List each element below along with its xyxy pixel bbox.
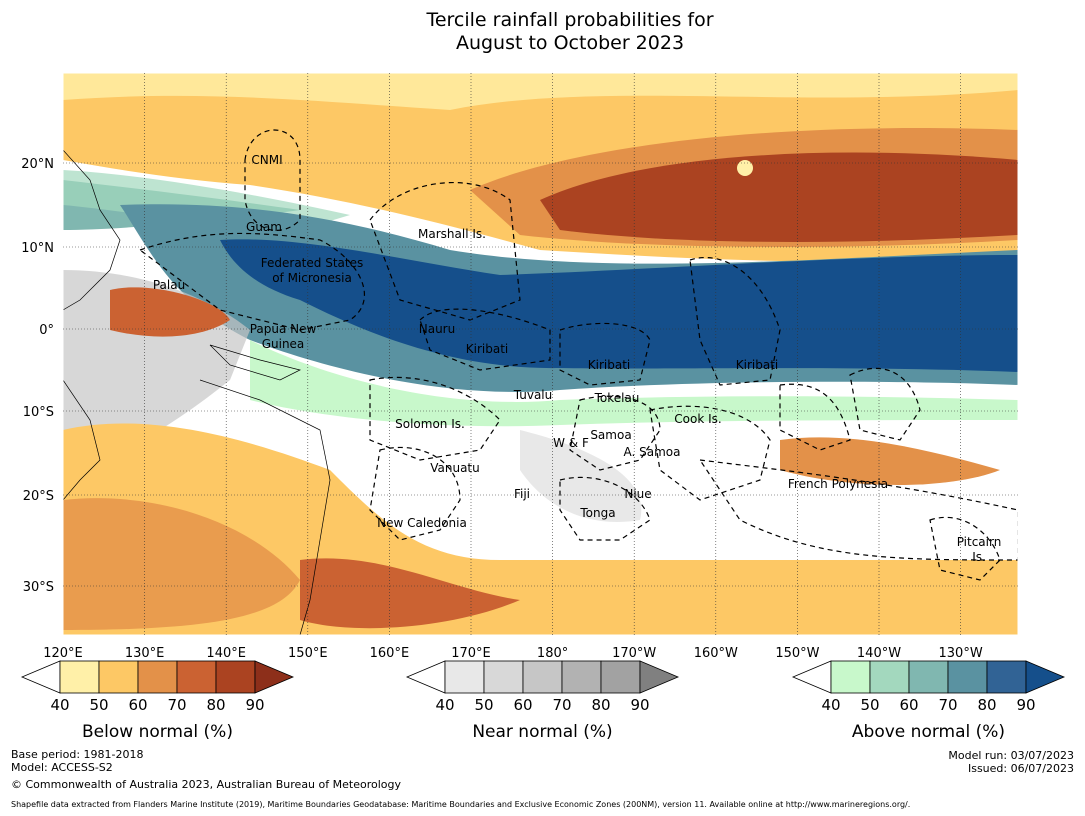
lat-label: 20°N xyxy=(21,157,54,172)
colorbar-segment xyxy=(137,660,178,694)
colorbar-label: Above normal (%) xyxy=(852,722,1005,742)
colorbar-tick-label: 50 xyxy=(474,696,493,714)
region-label: Kiribati xyxy=(736,358,778,372)
colorbar-low-end xyxy=(20,660,61,694)
lat-label: 10°N xyxy=(21,241,54,256)
colorbar-tick-label: 90 xyxy=(1016,696,1035,714)
lon-label: 180° xyxy=(537,646,568,661)
colorbar-high-end xyxy=(639,660,680,694)
lon-label: 120°E xyxy=(43,646,83,661)
colorbar-segment xyxy=(483,660,524,694)
colorbar-tick-label: 60 xyxy=(899,696,918,714)
colorbar-segment xyxy=(830,660,871,694)
footer-text: Model run: 03/07/2023 xyxy=(948,749,1074,762)
lon-label: 140°W xyxy=(857,646,901,661)
region-label: Niue xyxy=(624,487,651,501)
map: 20°N 10°N 0° 10°S 20°S 30°S 120°E 130°E 140°E 150… xyxy=(21,72,1019,661)
region-label: Tokelau xyxy=(594,391,640,405)
colorbar-segment xyxy=(869,660,910,694)
lon-label: 140°E xyxy=(206,646,246,661)
region-label: Pitcairn xyxy=(957,535,1002,549)
colorbar-high-end xyxy=(1025,660,1066,694)
region-label: Nauru xyxy=(419,322,455,336)
region-label: Guinea xyxy=(262,337,305,351)
colorbar-segment xyxy=(947,660,988,694)
lon-label: 150°W xyxy=(775,646,819,661)
lon-label: 170°W xyxy=(612,646,656,661)
footer-text: © Commonwealth of Australia 2023, Austra… xyxy=(11,778,401,791)
region-label: Fiji xyxy=(514,487,530,501)
lon-label: 130°W xyxy=(939,646,983,661)
colorbar-segment xyxy=(561,660,602,694)
region-label: Federated States xyxy=(261,256,363,270)
region-label: Tonga xyxy=(579,506,615,520)
region-label: Vanuatu xyxy=(430,461,480,475)
region-label: Kiribati xyxy=(588,358,630,372)
colorbar-tick-label: 60 xyxy=(128,696,147,714)
region-label: Guam xyxy=(246,220,282,234)
colorbar-low-end xyxy=(791,660,832,694)
region-label: French Polynesia xyxy=(788,477,888,491)
colorbar-segment xyxy=(176,660,217,694)
region-label: Solomon Is. xyxy=(395,417,465,431)
footer-text: Base period: 1981-2018 xyxy=(11,748,143,761)
lon-label: 130°E xyxy=(125,646,165,661)
region-label: New Caledonia xyxy=(377,516,467,530)
region-label: W & F xyxy=(553,436,589,450)
lon-label: 160°E xyxy=(370,646,410,661)
colorbar-segment xyxy=(522,660,563,694)
colorbar-tick-label: 70 xyxy=(552,696,571,714)
colorbar-segment xyxy=(986,660,1027,694)
colorbar-tick-label: 90 xyxy=(245,696,264,714)
colorbar-segment xyxy=(908,660,949,694)
colorbar-tick-label: 90 xyxy=(630,696,649,714)
title: August to October 2023 xyxy=(456,32,684,54)
region-label: Is. xyxy=(972,550,986,564)
colorbar-tick-label: 40 xyxy=(435,696,454,714)
lon-label: 170°E xyxy=(451,646,491,661)
colorbar-segment xyxy=(59,660,100,694)
colorbar-segment xyxy=(98,660,139,694)
lat-label: 0° xyxy=(39,323,54,338)
lat-label: 10°S xyxy=(23,405,54,420)
lon-label: 160°W xyxy=(694,646,738,661)
colorbar-tick-label: 70 xyxy=(167,696,186,714)
region-label: Samoa xyxy=(590,428,631,442)
lat-label: 20°S xyxy=(23,489,54,504)
colorbar-tick-label: 50 xyxy=(89,696,108,714)
footer-text: Model: ACCESS-S2 xyxy=(11,761,113,774)
footer-text: Issued: 06/07/2023 xyxy=(968,762,1074,775)
title: Tercile rainfall probabilities for xyxy=(425,9,713,31)
colorbar-tick-label: 70 xyxy=(938,696,957,714)
colorbar-tick-label: 80 xyxy=(591,696,610,714)
colorbar-tick-label: 40 xyxy=(821,696,840,714)
region-label: A. Samoa xyxy=(624,445,681,459)
region-label: of Micronesia xyxy=(272,271,352,285)
lat-label: 30°S xyxy=(23,580,54,595)
colorbar-segment xyxy=(600,660,641,694)
colorbar-segment xyxy=(444,660,485,694)
region-label: CNMI xyxy=(251,153,282,167)
colorbar-low-end xyxy=(405,660,446,694)
source-note: Shapefile data extracted from Flanders M… xyxy=(11,800,910,809)
region-label: Cook Is. xyxy=(674,412,721,426)
colorbar-high-end xyxy=(254,660,295,694)
region-label: Marshall Is. xyxy=(418,227,486,241)
region-label: Papua New xyxy=(250,322,317,336)
region-label: Kiribati xyxy=(466,342,508,356)
colorbar-label: Near normal (%) xyxy=(472,722,612,742)
colorbar-tick-label: 40 xyxy=(50,696,69,714)
lon-label: 150°E xyxy=(288,646,328,661)
region-label: Palau xyxy=(153,278,185,292)
colorbar-tick-label: 80 xyxy=(977,696,996,714)
colorbar-tick-label: 50 xyxy=(860,696,879,714)
colorbar-tick-label: 80 xyxy=(206,696,225,714)
colorbar-tick-label: 60 xyxy=(513,696,532,714)
region-label: Tuvalu xyxy=(513,388,553,402)
colorbar-segment xyxy=(215,660,256,694)
colorbar-label: Below normal (%) xyxy=(82,722,233,742)
